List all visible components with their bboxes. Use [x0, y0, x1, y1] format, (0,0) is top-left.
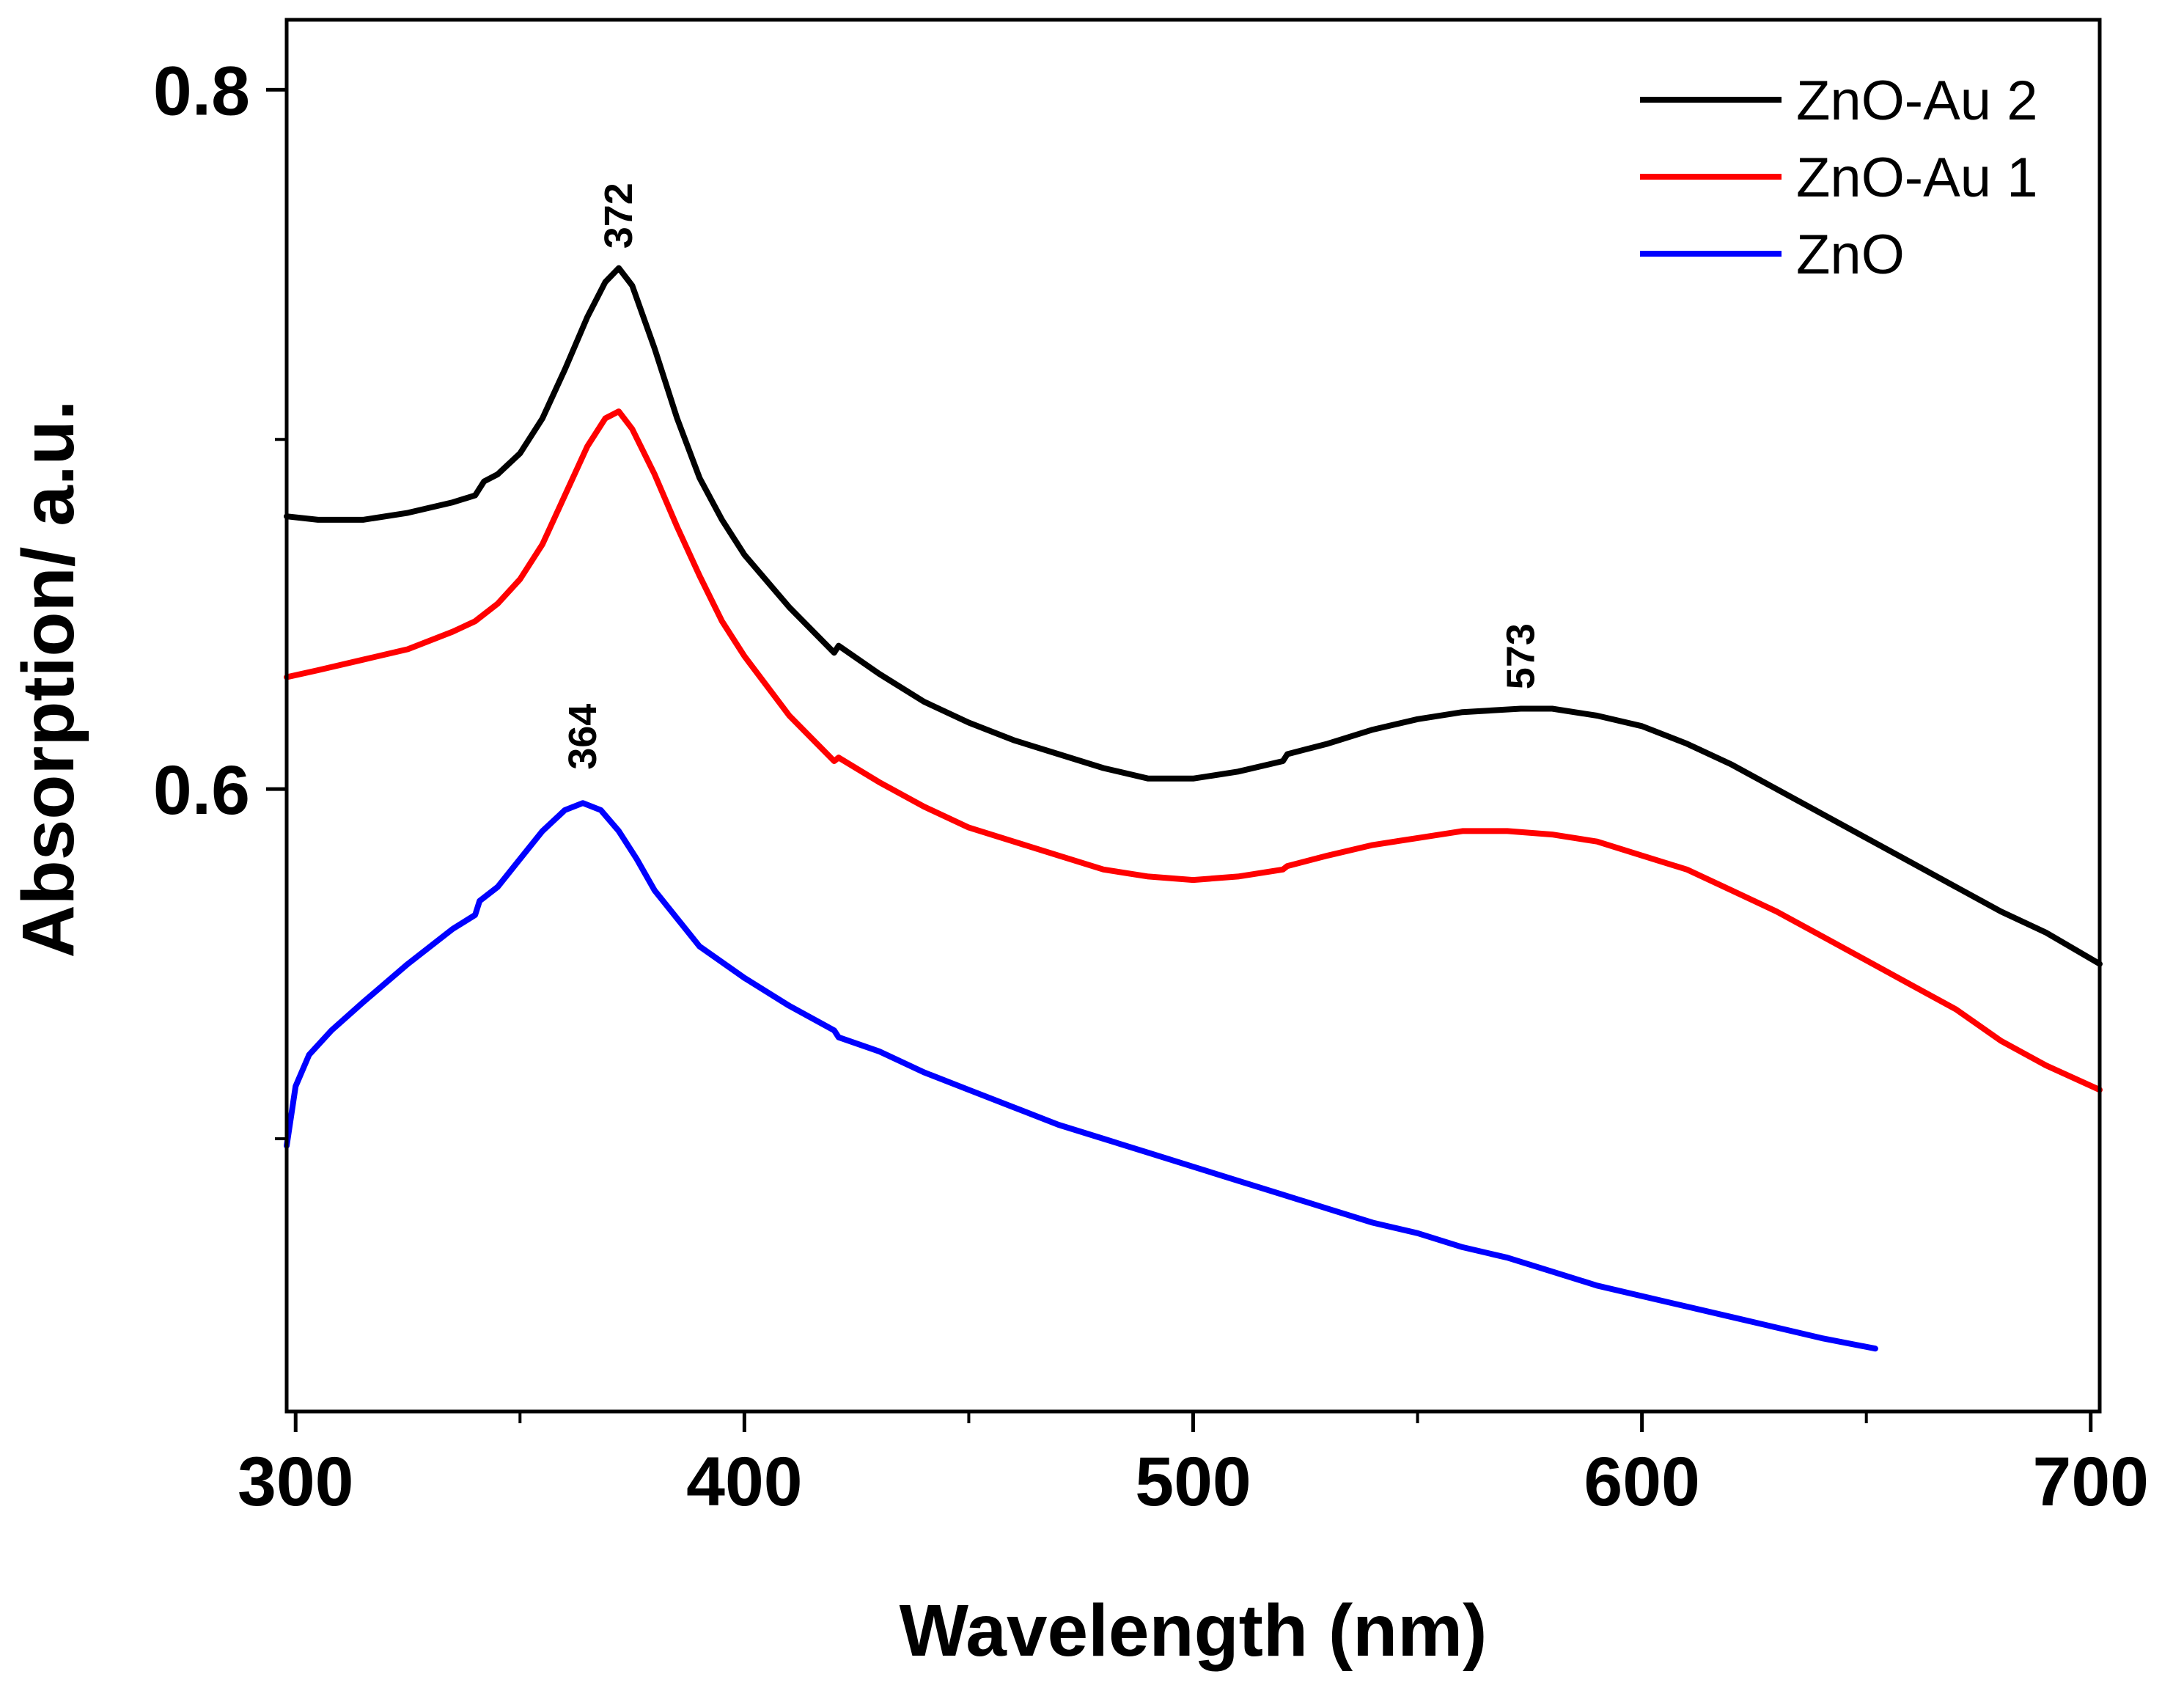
peak-annotation: 573 — [1499, 623, 1543, 689]
x-tick-label: 600 — [1584, 1443, 1700, 1521]
y-tick-label: 0.6 — [153, 752, 250, 829]
x-tick-label: 300 — [238, 1443, 354, 1521]
series-line-2 — [284, 408, 2103, 1093]
y-tick-label: 0.8 — [153, 52, 250, 130]
x-axis-title: Wavelength (nm) — [900, 1590, 1488, 1672]
legend-label: ZnO-Au 2 — [1796, 70, 2037, 132]
series-line-3 — [284, 800, 1878, 1352]
peak-annotation: 364 — [561, 704, 605, 770]
x-tick-label: 400 — [686, 1443, 803, 1521]
legend-label: ZnO-Au 1 — [1796, 147, 2037, 209]
x-tick-label: 500 — [1135, 1443, 1251, 1521]
axis-layer: 300 400 500 600 700 0.6 0.8 — [153, 52, 2149, 1521]
legend: ZnO-Au 2 ZnO-Au 1 ZnO — [1640, 70, 2037, 286]
annotation-layer: 372 364 573 — [561, 183, 1543, 770]
peak-annotation: 372 — [597, 183, 641, 249]
legend-label: ZnO — [1796, 224, 1905, 286]
series-line-1 — [284, 265, 2103, 967]
series-layer — [284, 265, 2103, 1352]
y-axis-title: Absorption/ a.u. — [7, 400, 89, 958]
x-tick-label: 700 — [2032, 1443, 2149, 1521]
